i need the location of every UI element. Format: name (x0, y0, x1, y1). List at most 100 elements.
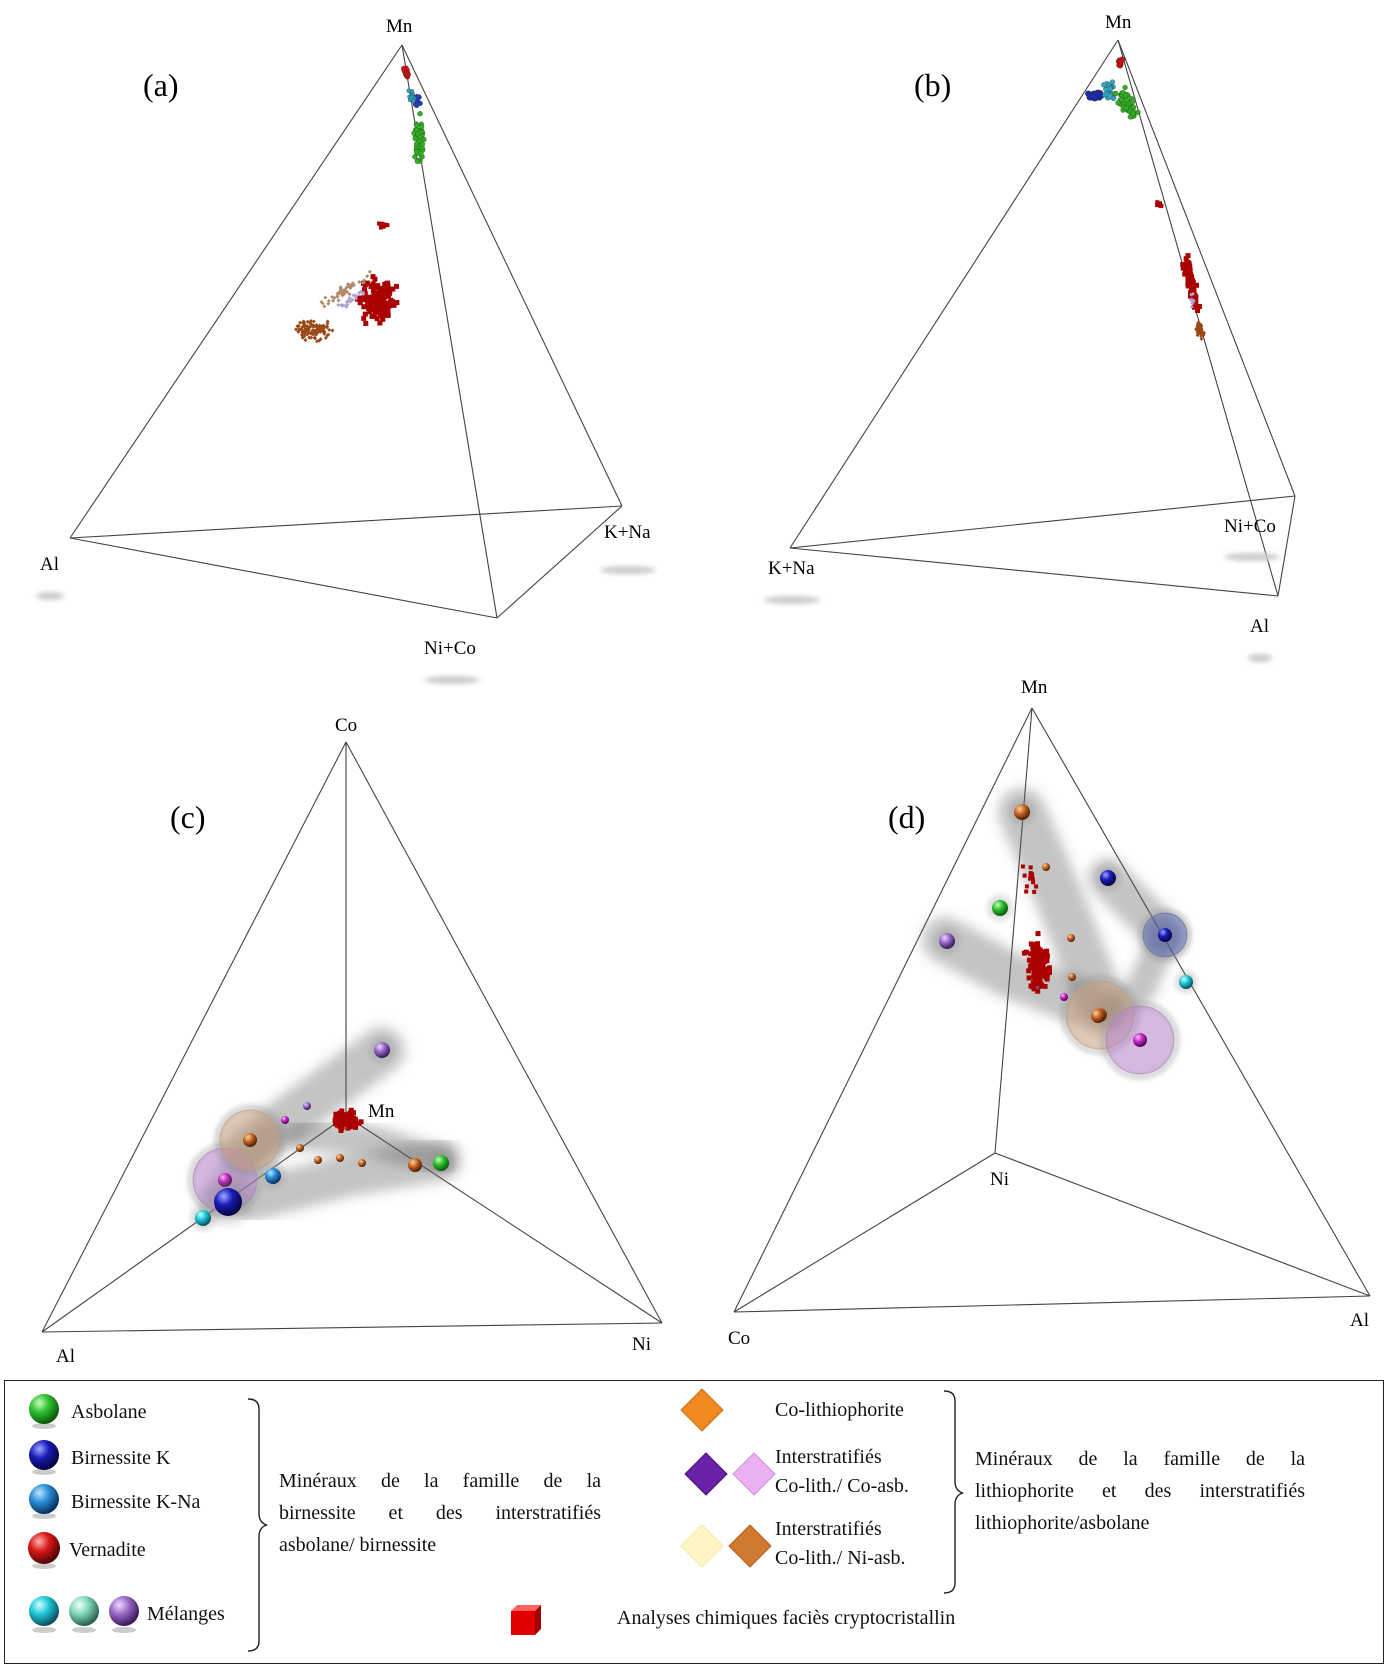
legend-item-asbolane: Asbolane (71, 1401, 147, 1423)
left-group-line: asbolane/ birnessite (279, 1534, 437, 1556)
asbolane-point (419, 141, 426, 147)
co-lith-ni-asb-point (311, 319, 316, 324)
analysis-point (352, 1122, 358, 1127)
scatter-points-a (294, 65, 427, 344)
analysis-point (372, 276, 378, 282)
panel-c: (c) Co Mn Al Ni (41, 715, 663, 1367)
analysis-point (365, 303, 371, 309)
analysis-point (1185, 253, 1191, 259)
analysis-point (373, 310, 378, 316)
vertex-label-b-1: K+Na (768, 558, 815, 579)
vernadite-point (1118, 59, 1124, 65)
analysis-point (1044, 966, 1050, 972)
vertex-label-d-0: Mn (1021, 677, 1048, 698)
analysis-point (362, 297, 368, 303)
analysis-point (1035, 963, 1041, 969)
co-lith-ni-asb-point (305, 328, 310, 333)
asbolane-point (1130, 110, 1136, 116)
analysis-point (374, 290, 380, 296)
label-shadow (1248, 654, 1272, 662)
co-lith-ni-asb-sphere (314, 1156, 322, 1164)
panel-b: (b) Mn K+Na Ni+Co Al (764, 12, 1296, 662)
analysis-point (1158, 204, 1163, 209)
co-lith-ni-asb-point (309, 319, 314, 324)
analysis-point (384, 290, 390, 296)
co-lith-co-asb-sphere (303, 1102, 311, 1110)
vertex-label-a-0: Mn (386, 16, 413, 37)
co-lith-co-asb-point (339, 303, 344, 308)
mixture-point (338, 290, 343, 295)
mixture-point (322, 304, 327, 309)
analysis-point (1028, 876, 1033, 881)
legend-item-line: Co-lith./ Ni-asb. (775, 1547, 906, 1569)
analysis-point (1040, 966, 1046, 972)
co-lith-co-asb-point (356, 291, 361, 296)
vertex-label-a-3: Ni+Co (424, 638, 476, 659)
analysis-point (339, 1124, 345, 1130)
co-lith-ni-asb-point (311, 324, 316, 329)
analysis-point (1187, 272, 1193, 277)
co-lith-co-asb-point (344, 300, 349, 305)
panel-d: (d) Mn Ni Co Al (728, 677, 1371, 1349)
birnessite-kna-point (1101, 82, 1107, 88)
label-shadow (600, 566, 656, 574)
co-lith-ni-asb-point (296, 323, 301, 328)
analysis-point (390, 299, 395, 305)
mixture-point (357, 280, 362, 285)
analysis-point (377, 297, 383, 303)
analysis-point (378, 303, 384, 309)
co-lith-ni-asb-point (1199, 336, 1204, 341)
analysis-point (374, 299, 380, 305)
analysis-point (1031, 962, 1037, 968)
asbolane-sphere (433, 1155, 449, 1171)
legend-item-interstratifies-co-asb: Interstratifiés Co-lith./ Co-asb. (775, 1443, 909, 1501)
analysis-point (1031, 973, 1037, 979)
vertex-label-b-3: Al (1250, 616, 1269, 637)
analysis-point (1158, 201, 1163, 206)
birnessite-point (1097, 90, 1104, 98)
mixture-point (348, 285, 353, 290)
analysis-point (357, 300, 363, 306)
panel-label-a: (a) (143, 67, 179, 103)
interstratifies-co-asb-diamonds-icon (684, 1452, 776, 1496)
analysis-point (345, 1116, 351, 1122)
co-lith-co-asb-point (344, 304, 349, 309)
analysis-point (1038, 982, 1044, 988)
co-lith-co-asb-point (1189, 292, 1194, 297)
right-group-description: Minéraux de la famille de la lithiophori… (975, 1443, 1305, 1539)
analysis-point (377, 311, 383, 317)
analysis-point (1191, 285, 1196, 291)
analysis-point (385, 286, 391, 292)
legend-item-line: Co-lith./ Co-asb. (775, 1475, 909, 1497)
asbolane-point (1118, 96, 1125, 103)
co-lith-co-asb-point (352, 293, 357, 298)
analysis-point (1034, 981, 1040, 986)
analysis-point (1180, 262, 1186, 267)
co-lith-ni-asb-point (309, 331, 314, 336)
analysis-point (1040, 962, 1046, 968)
mixture-point (362, 278, 367, 283)
analysis-point (379, 224, 383, 229)
melanges-spheres-icon (29, 1596, 139, 1633)
scatter-points-b (1085, 56, 1207, 341)
co-lith-ni-asb-point (1196, 320, 1201, 325)
mixture-point (331, 298, 336, 303)
birnessite-kna-sphere-icon (29, 1484, 59, 1519)
vernadite-point (401, 65, 407, 72)
mixture-point (344, 290, 349, 295)
analysis-point (1191, 288, 1197, 294)
mixture-point (323, 295, 328, 300)
birnessite-kna-point (409, 89, 415, 94)
analysis-point (385, 308, 391, 314)
mixture-point (338, 286, 343, 291)
analysis-point (338, 1128, 344, 1133)
label-shadow (1224, 553, 1280, 561)
analysis-point (1022, 873, 1027, 878)
asbolane-point (412, 154, 418, 160)
legend-item-vernadite: Vernadite (69, 1539, 146, 1561)
co-lith-co-asb-point (1189, 304, 1194, 309)
mixture-point (332, 295, 337, 300)
analysis-point (347, 1121, 353, 1126)
vernadite-sphere-icon (28, 1532, 60, 1569)
analysis-point (374, 316, 380, 322)
